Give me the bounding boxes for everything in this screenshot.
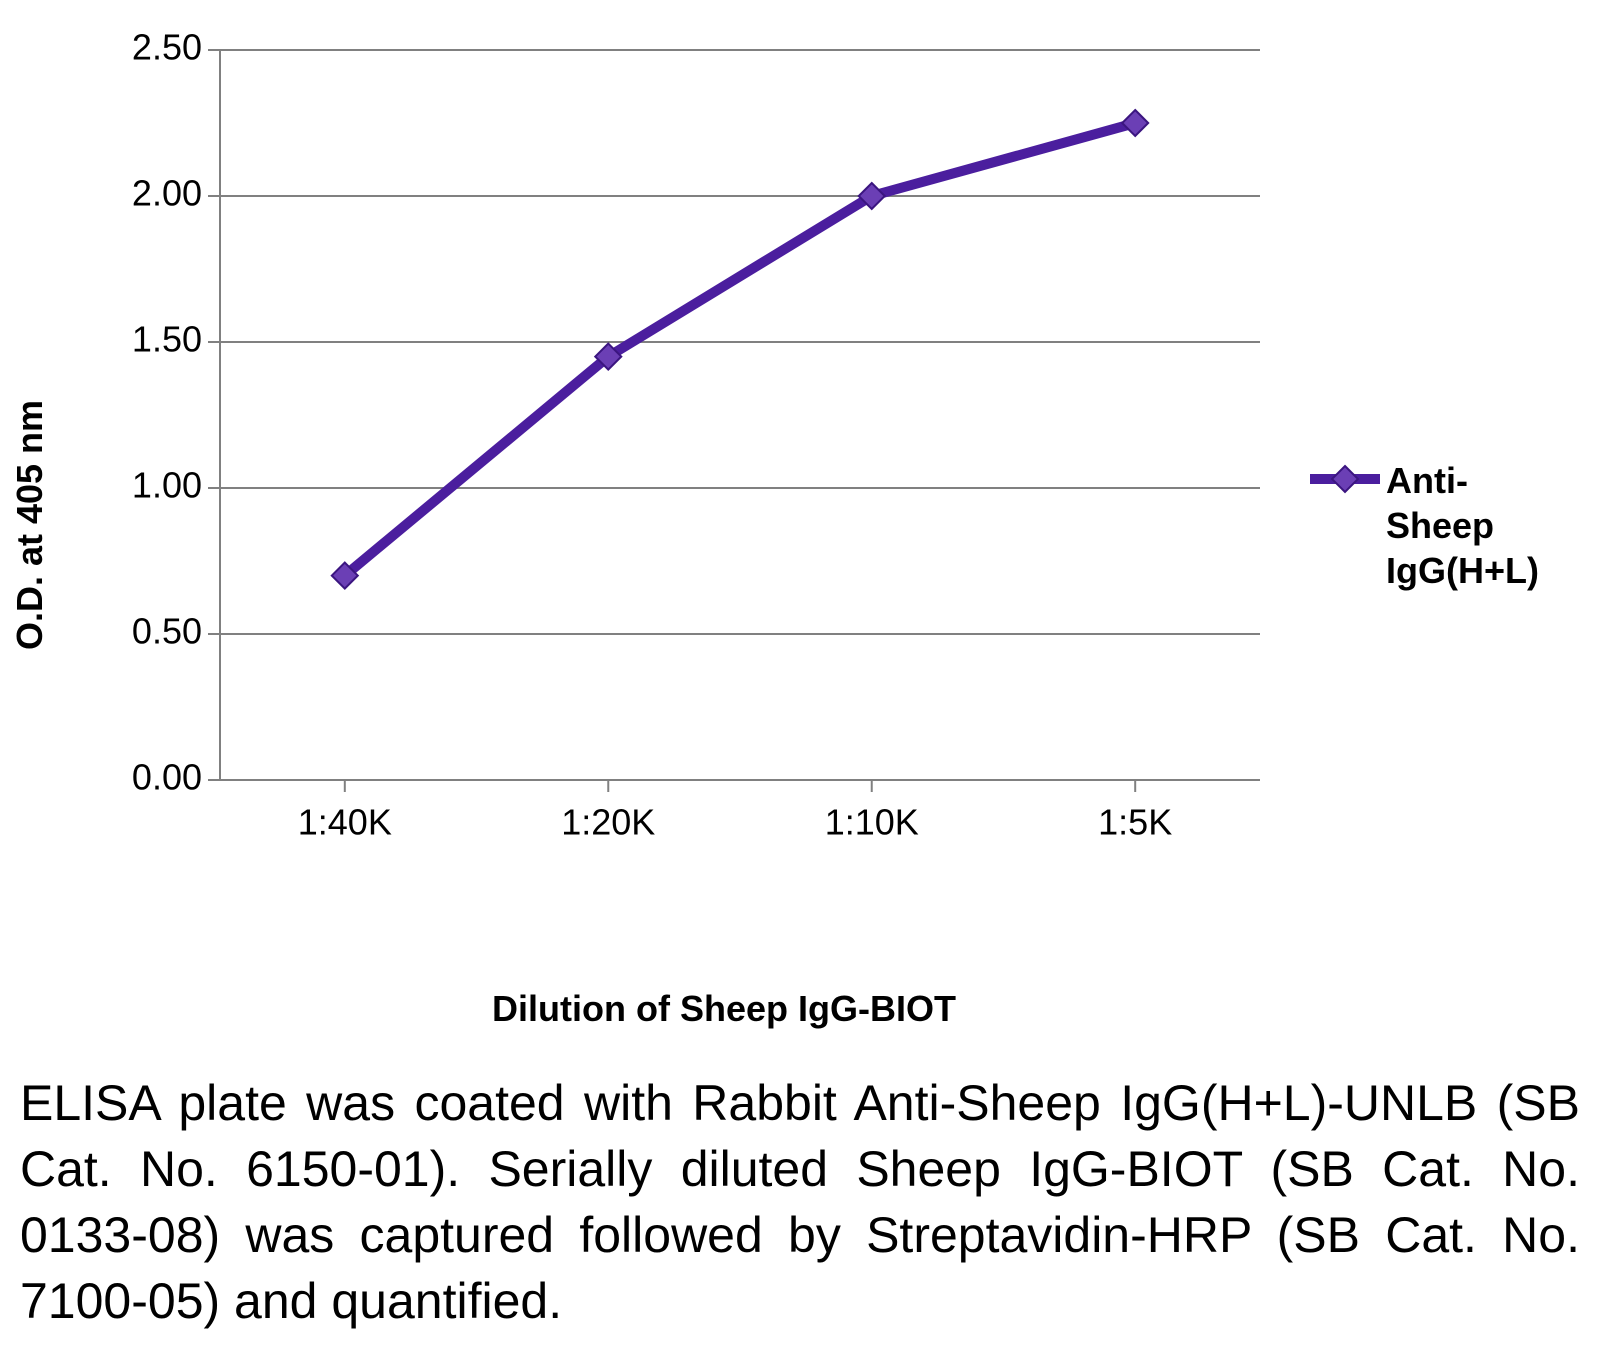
- svg-text:1:20K: 1:20K: [561, 801, 655, 842]
- legend-entry: Anti-Sheep IgG(H+L): [1310, 458, 1570, 593]
- legend-label-line2: IgG(H+L): [1386, 550, 1539, 591]
- svg-text:0.50: 0.50: [132, 611, 202, 652]
- figure-container: O.D. at 405 nm 0.000.501.001.502.002.501…: [20, 20, 1600, 1334]
- caption-text: ELISA plate was coated with Rabbit Anti-…: [20, 1070, 1580, 1334]
- svg-text:1.50: 1.50: [132, 319, 202, 360]
- legend-swatch-icon: [1310, 458, 1380, 500]
- svg-text:1.00: 1.00: [132, 465, 202, 506]
- svg-text:1:10K: 1:10K: [825, 801, 919, 842]
- y-axis-label: O.D. at 405 nm: [9, 400, 51, 650]
- legend-text: Anti-Sheep IgG(H+L): [1386, 458, 1570, 593]
- legend: Anti-Sheep IgG(H+L): [1310, 458, 1570, 593]
- chart-and-legend-row: O.D. at 405 nm 0.000.501.001.502.002.501…: [20, 20, 1600, 1030]
- chart-area: O.D. at 405 nm 0.000.501.001.502.002.501…: [20, 20, 1300, 1030]
- x-axis-label: Dilution of Sheep IgG-BIOT: [492, 988, 956, 1030]
- legend-label-line1: Anti-Sheep: [1386, 460, 1494, 546]
- svg-text:1:40K: 1:40K: [298, 801, 392, 842]
- svg-text:1:5K: 1:5K: [1098, 801, 1172, 842]
- plot-box: 0.000.501.001.502.002.501:40K1:20K1:10K1…: [220, 50, 1260, 880]
- svg-text:0.00: 0.00: [132, 757, 202, 798]
- svg-text:2.00: 2.00: [132, 173, 202, 214]
- svg-text:2.50: 2.50: [132, 27, 202, 68]
- plot-svg: 0.000.501.001.502.002.501:40K1:20K1:10K1…: [220, 50, 1260, 880]
